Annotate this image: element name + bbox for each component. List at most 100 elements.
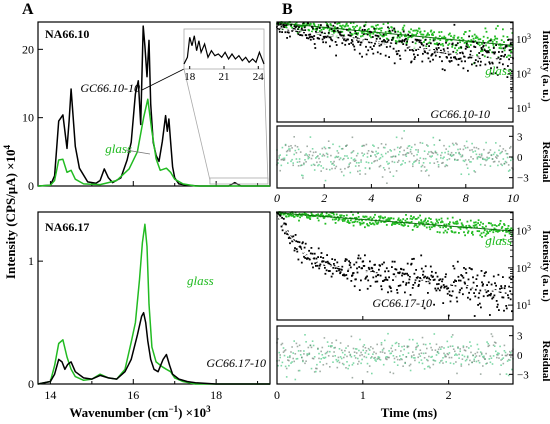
data-point [490, 222, 492, 225]
data-point [291, 30, 294, 32]
data-point [344, 260, 347, 262]
residual-point [379, 351, 382, 353]
chart-title: NA66.17 [45, 220, 89, 234]
residual-point [475, 153, 478, 156]
residual-point [405, 356, 408, 358]
data-point [446, 47, 449, 50]
data-point [382, 40, 384, 43]
data-point [441, 221, 444, 223]
data-point [482, 283, 484, 286]
data-point [485, 271, 487, 274]
data-point [343, 38, 345, 41]
residual-point [428, 174, 430, 177]
data-point [392, 38, 394, 41]
data-point [477, 304, 479, 306]
data-point [329, 36, 332, 39]
residual-point [398, 343, 400, 345]
data-point [341, 218, 344, 221]
residual-point [353, 351, 356, 353]
data-point [486, 51, 488, 54]
residual-point [466, 356, 469, 359]
data-point [480, 270, 483, 272]
data-point [444, 276, 447, 278]
data-point [387, 30, 390, 33]
residual-point [475, 360, 478, 363]
data-point [347, 219, 349, 222]
data-point [300, 214, 303, 217]
residual-point [433, 359, 436, 362]
residual-point [312, 163, 315, 166]
data-point [297, 33, 300, 36]
residual-point [334, 346, 336, 349]
data-point [369, 30, 371, 33]
residual-point [293, 153, 295, 156]
residual-point [335, 339, 338, 342]
data-point [361, 32, 363, 34]
data-point [326, 27, 329, 30]
data-point [278, 28, 281, 31]
residual-point [375, 352, 377, 355]
data-point [339, 33, 341, 36]
residual-point [477, 348, 480, 350]
data-point [296, 250, 299, 253]
residual-point [495, 142, 497, 144]
data-point [482, 222, 484, 225]
data-point [465, 286, 468, 289]
data-point [281, 216, 283, 219]
data-point [374, 28, 377, 30]
data-point [454, 47, 456, 50]
residual-point [330, 346, 332, 348]
residual-point [456, 143, 458, 146]
data-point [311, 36, 314, 38]
residual-point [368, 349, 371, 351]
data-point [448, 223, 451, 226]
data-point [472, 224, 475, 227]
data-point [328, 36, 331, 39]
series-line-glass [37, 223, 270, 385]
data-point [352, 224, 355, 227]
residual-point [347, 367, 349, 370]
data-point [478, 44, 481, 47]
y-tick-label: 102 [516, 261, 531, 275]
residual-point [364, 352, 367, 354]
residual-point [463, 145, 466, 147]
residual-point [445, 361, 447, 363]
residual-point [290, 160, 292, 163]
data-point [388, 27, 390, 30]
residual-point [382, 363, 385, 366]
residual-point [374, 154, 376, 156]
data-point [463, 281, 466, 284]
data-point [391, 260, 394, 263]
data-point [483, 274, 486, 277]
data-point [487, 232, 490, 234]
data-point [390, 42, 393, 45]
data-point [422, 33, 425, 36]
data-point [404, 219, 407, 222]
data-point [371, 267, 374, 270]
residual-point [293, 340, 295, 342]
data-point [481, 284, 484, 287]
residual-point [426, 169, 428, 171]
residual-point [360, 362, 362, 365]
data-point [330, 24, 332, 27]
data-point [500, 55, 503, 57]
data-point [409, 49, 411, 51]
data-point [420, 33, 423, 36]
data-point [424, 265, 427, 268]
data-point [498, 309, 500, 311]
residual-point [285, 154, 288, 156]
data-point [487, 290, 490, 292]
data-point [352, 22, 355, 24]
data-point [301, 25, 304, 27]
residual-point [492, 344, 495, 346]
residual-point [377, 357, 380, 359]
data-point [367, 49, 370, 52]
residual-point [483, 158, 485, 161]
residual-point [487, 152, 489, 154]
data-point [463, 42, 466, 44]
residual-point [371, 150, 373, 153]
data-point [356, 271, 359, 274]
data-point [410, 61, 412, 64]
data-point [413, 53, 415, 56]
data-point [474, 224, 477, 226]
